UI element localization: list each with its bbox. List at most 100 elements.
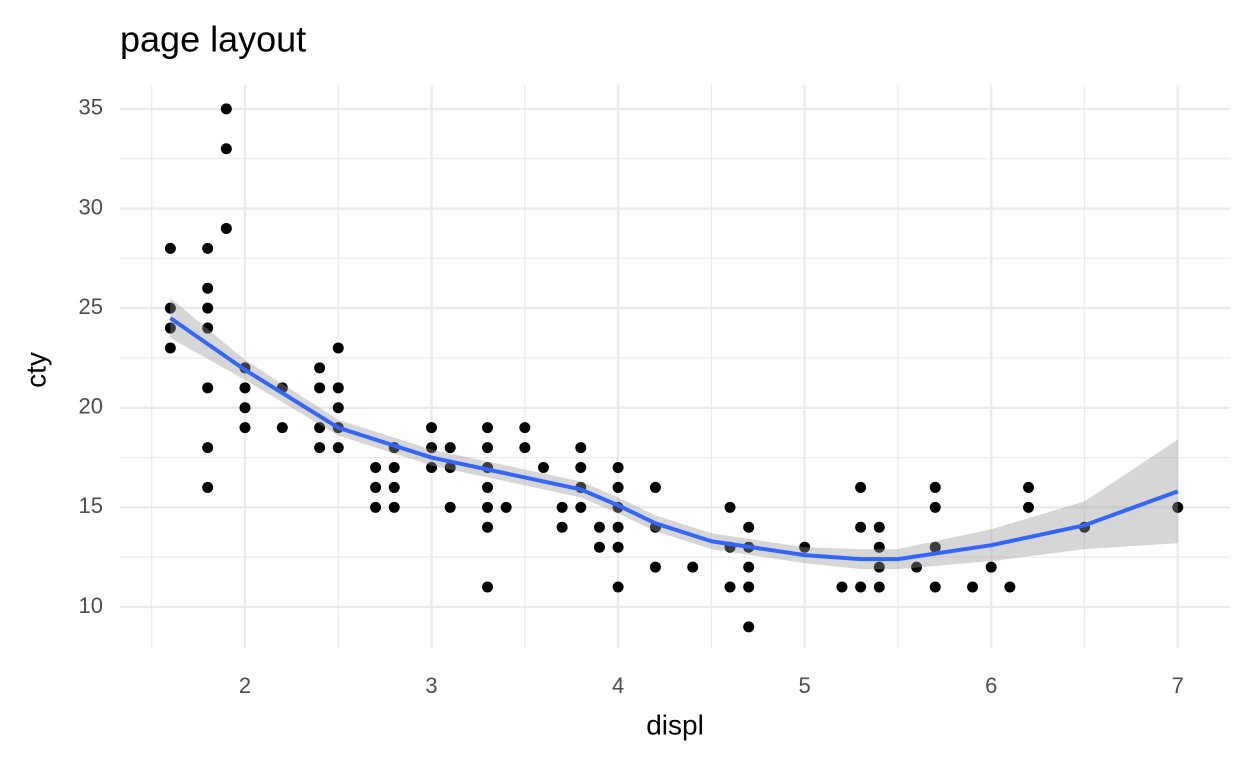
point	[1023, 501, 1035, 513]
point	[519, 442, 531, 454]
x-tick-label: 7	[1172, 673, 1184, 698]
point	[612, 521, 624, 533]
point	[388, 481, 400, 493]
point	[929, 481, 941, 493]
smooth-line	[169, 316, 1179, 562]
point	[164, 302, 176, 314]
point	[388, 501, 400, 513]
point	[239, 402, 251, 414]
point	[239, 422, 251, 434]
x-tick-label: 5	[799, 673, 811, 698]
point	[836, 581, 848, 593]
point	[444, 462, 456, 474]
point	[164, 242, 176, 254]
point	[202, 282, 214, 294]
point	[873, 561, 885, 573]
point	[556, 521, 568, 533]
point	[593, 541, 605, 553]
point	[202, 442, 214, 454]
point	[220, 103, 232, 115]
point	[444, 442, 456, 454]
point	[743, 621, 755, 633]
point	[444, 501, 456, 513]
point	[743, 521, 755, 533]
point	[426, 422, 438, 434]
point	[1004, 581, 1016, 593]
point	[687, 561, 699, 573]
point	[537, 462, 549, 474]
x-tick-label: 4	[612, 673, 624, 698]
x-tick-label: 3	[425, 673, 437, 698]
x-tick-label: 2	[239, 673, 251, 698]
point	[332, 342, 344, 354]
y-tick-label: 30	[79, 194, 103, 219]
point	[724, 501, 736, 513]
point	[202, 322, 214, 334]
point	[332, 402, 344, 414]
point	[593, 521, 605, 533]
point	[370, 501, 382, 513]
point	[370, 462, 382, 474]
y-tick-label: 35	[79, 95, 103, 120]
point	[426, 442, 438, 454]
point	[855, 521, 867, 533]
point	[482, 501, 494, 513]
x-tick-label: 6	[985, 673, 997, 698]
point	[314, 422, 326, 434]
point	[426, 462, 438, 474]
point	[482, 521, 494, 533]
point	[482, 481, 494, 493]
point	[873, 541, 885, 553]
point	[612, 462, 624, 474]
point	[724, 581, 736, 593]
point	[314, 382, 326, 394]
point	[239, 382, 251, 394]
x-axis-title: displ	[646, 709, 704, 740]
point	[220, 143, 232, 155]
point	[855, 581, 867, 593]
point	[612, 481, 624, 493]
point	[929, 501, 941, 513]
point	[929, 581, 941, 593]
point	[873, 521, 885, 533]
point	[873, 581, 885, 593]
point	[202, 302, 214, 314]
point	[519, 422, 531, 434]
y-tick-label: 25	[79, 294, 103, 319]
point	[967, 581, 979, 593]
point	[276, 422, 288, 434]
point	[164, 342, 176, 354]
point	[202, 242, 214, 254]
point	[370, 481, 382, 493]
point	[1023, 481, 1035, 493]
point	[482, 442, 494, 454]
point	[164, 322, 176, 334]
point	[202, 481, 214, 493]
point	[985, 561, 997, 573]
point	[314, 442, 326, 454]
point	[929, 541, 941, 553]
point	[332, 442, 344, 454]
point	[575, 462, 587, 474]
point	[482, 581, 494, 593]
chart-title: page layout	[120, 19, 306, 60]
point	[612, 581, 624, 593]
point	[388, 462, 400, 474]
point	[911, 561, 923, 573]
point	[332, 382, 344, 394]
y-tick-label: 15	[79, 493, 103, 518]
point	[556, 501, 568, 513]
point	[799, 541, 811, 553]
point	[220, 222, 232, 234]
confidence-band	[170, 298, 1178, 570]
point	[649, 481, 661, 493]
y-tick-label: 10	[79, 593, 103, 618]
point	[1172, 501, 1184, 513]
point	[575, 442, 587, 454]
point	[314, 362, 326, 374]
point	[575, 501, 587, 513]
point	[743, 561, 755, 573]
y-tick-label: 20	[79, 394, 103, 419]
